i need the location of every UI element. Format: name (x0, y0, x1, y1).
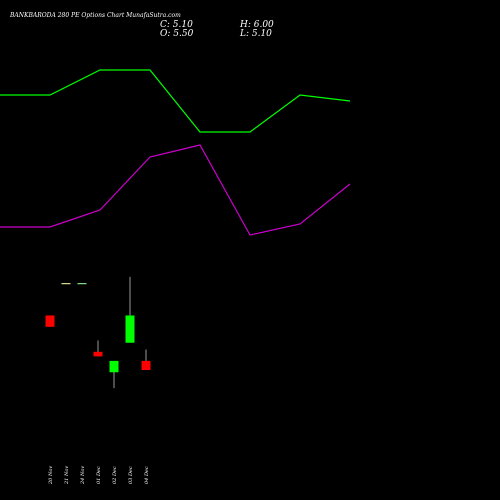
high-value: H: 6.00 (239, 20, 274, 30)
x-tick-label: 21 Nov (64, 466, 70, 485)
low-value: L: 5.10 (239, 29, 272, 39)
x-tick-label: 04 Dec (144, 466, 150, 484)
candle-01-dec (93, 340, 103, 357)
candle-body (109, 360, 119, 373)
candle-body (141, 360, 151, 370)
x-tick-label: 20 Nov (48, 466, 54, 485)
candle-04-dec (141, 349, 151, 370)
indicator-line-2 (0, 144, 351, 236)
candle-02-dec (109, 360, 119, 389)
x-tick-label: 03 Dec (128, 466, 134, 484)
x-tick-label: 02 Dec (112, 466, 118, 484)
indicator-lines (0, 69, 351, 236)
candle-body (45, 315, 55, 327)
indicator-line-1 (0, 69, 351, 133)
candle-03-dec (125, 276, 135, 343)
candle-20-nov (45, 315, 55, 327)
chart-title: BANKBARODA 280 PE Options Chart MunafaSu… (9, 12, 181, 19)
candle-body (125, 315, 135, 343)
candle-21-nov (61, 283, 71, 285)
x-axis-labels: 20 Nov 21 Nov 24 Nov 01 Dec 02 Dec 03 Dec 04 D… (48, 466, 150, 485)
candlestick-series (45, 276, 151, 389)
close-value: C: 5.10 (160, 20, 193, 30)
x-tick-label: 24 Nov (80, 466, 86, 485)
candle-24-nov (77, 283, 87, 285)
open-value: O: 5.50 (160, 29, 194, 39)
candle-body (61, 283, 71, 285)
x-tick-label: 01 Dec (96, 466, 102, 484)
candle-body (93, 351, 103, 357)
candle-body (77, 283, 87, 285)
